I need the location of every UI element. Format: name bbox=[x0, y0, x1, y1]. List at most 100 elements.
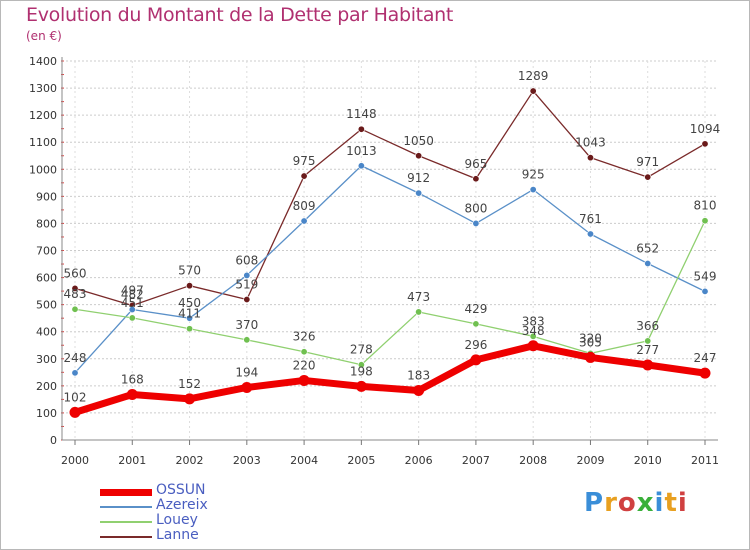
x-tick-label: 2001 bbox=[118, 454, 146, 467]
x-tick-label: 2008 bbox=[519, 454, 547, 467]
logo-letter: x bbox=[636, 488, 655, 518]
x-tick-label: 2004 bbox=[290, 454, 318, 467]
point-lanne bbox=[529, 87, 537, 95]
point-lanne bbox=[644, 173, 652, 181]
point-louey bbox=[71, 305, 79, 313]
y-tick-label: 0 bbox=[50, 434, 57, 447]
point-ossun bbox=[298, 374, 310, 386]
data-label-louey: 320 bbox=[579, 331, 602, 345]
data-labels: 560 497 570 519 975 1148 1050 965 1289 1043 971 109… bbox=[64, 69, 721, 404]
point-ossun bbox=[69, 406, 81, 418]
point-lanne bbox=[701, 140, 709, 148]
y-tick-label: 400 bbox=[36, 326, 57, 339]
point-azereix bbox=[243, 271, 251, 279]
y-tick-label: 900 bbox=[36, 190, 57, 203]
x-tick-label: 2003 bbox=[233, 454, 261, 467]
point-louey bbox=[128, 314, 136, 322]
y-tick-label: 800 bbox=[36, 217, 57, 230]
data-label-azereix: 482 bbox=[121, 288, 144, 302]
point-ossun bbox=[470, 354, 482, 366]
point-azereix bbox=[472, 219, 480, 227]
series-line-azereix bbox=[74, 165, 706, 374]
data-label-azereix: 800 bbox=[464, 201, 487, 215]
point-azereix bbox=[529, 186, 537, 194]
point-louey bbox=[415, 308, 423, 316]
point-louey bbox=[644, 337, 652, 345]
data-label-azereix: 912 bbox=[407, 171, 430, 185]
data-label-louey: 451 bbox=[121, 296, 144, 310]
y-tick-label: 1100 bbox=[29, 136, 57, 149]
point-lanne bbox=[586, 154, 594, 162]
point-ossun bbox=[699, 367, 711, 379]
data-label-ossun: 348 bbox=[522, 324, 545, 338]
y-tick-label: 1300 bbox=[29, 82, 57, 95]
y-tick-label: 500 bbox=[36, 299, 57, 312]
point-lanne bbox=[186, 282, 194, 290]
x-tick-label: 2000 bbox=[61, 454, 89, 467]
legend-swatch bbox=[100, 521, 152, 523]
data-label-azereix: 809 bbox=[293, 199, 316, 213]
legend-swatch bbox=[100, 488, 152, 496]
legend-label: Louey bbox=[156, 512, 198, 528]
data-label-azereix: 761 bbox=[579, 212, 602, 226]
data-label-louey: 366 bbox=[636, 319, 659, 333]
x-tick-label: 2002 bbox=[176, 454, 204, 467]
legend-swatch bbox=[100, 506, 152, 508]
point-ossun bbox=[527, 340, 539, 352]
data-label-azereix: 248 bbox=[64, 351, 87, 365]
point-lanne bbox=[415, 152, 423, 160]
data-label-louey: 278 bbox=[350, 343, 373, 357]
data-label-azereix: 652 bbox=[636, 241, 659, 255]
data-label-lanne: 1148 bbox=[346, 107, 377, 121]
point-ossun bbox=[355, 380, 367, 392]
point-azereix bbox=[415, 189, 423, 197]
data-label-louey: 429 bbox=[464, 302, 487, 316]
point-lanne bbox=[472, 175, 480, 183]
logo-letter: o bbox=[617, 488, 637, 518]
x-tick-label: 2005 bbox=[347, 454, 375, 467]
data-label-lanne: 1289 bbox=[518, 69, 549, 83]
data-label-louey: 810 bbox=[694, 199, 717, 213]
legend-swatch bbox=[100, 536, 152, 538]
data-label-azereix: 1013 bbox=[346, 144, 377, 158]
chart-title: Evolution du Montant de la Dette par Hab… bbox=[26, 4, 454, 26]
point-ossun bbox=[241, 381, 253, 393]
data-label-ossun: 183 bbox=[407, 368, 430, 382]
data-label-ossun: 168 bbox=[121, 373, 144, 387]
point-louey bbox=[300, 348, 308, 356]
x-tick-label: 2010 bbox=[634, 454, 662, 467]
point-azereix bbox=[701, 287, 709, 295]
x-tick-label: 2007 bbox=[462, 454, 490, 467]
chart-subtitle: (en €) bbox=[26, 29, 62, 43]
proxiti-logo: Proxiti bbox=[584, 488, 688, 518]
point-louey bbox=[701, 217, 709, 225]
legend-label: Azereix bbox=[156, 497, 208, 513]
legend-label: OSSUN bbox=[156, 482, 206, 498]
data-label-azereix: 549 bbox=[694, 269, 717, 283]
x-tick-label: 2009 bbox=[576, 454, 604, 467]
data-label-ossun: 220 bbox=[293, 358, 316, 372]
point-lanne bbox=[357, 125, 365, 133]
point-louey bbox=[472, 320, 480, 328]
point-lanne bbox=[71, 284, 79, 292]
point-ossun bbox=[584, 351, 596, 363]
data-label-louey: 326 bbox=[293, 330, 316, 344]
data-label-louey: 483 bbox=[64, 287, 87, 301]
x-tick-label: 2011 bbox=[691, 454, 719, 467]
data-label-lanne: 570 bbox=[178, 264, 201, 278]
data-label-ossun: 194 bbox=[235, 365, 258, 379]
point-ossun bbox=[642, 359, 654, 371]
data-label-lanne: 965 bbox=[464, 157, 487, 171]
y-tick-label: 1000 bbox=[29, 163, 57, 176]
grid-lines bbox=[62, 60, 718, 440]
data-label-lanne: 971 bbox=[636, 155, 659, 169]
data-label-azereix: 450 bbox=[178, 296, 201, 310]
point-azereix bbox=[300, 217, 308, 225]
data-label-ossun: 102 bbox=[64, 390, 87, 404]
point-azereix bbox=[644, 259, 652, 267]
point-azereix bbox=[586, 230, 594, 238]
y-tick-label: 600 bbox=[36, 272, 57, 285]
data-label-lanne: 560 bbox=[64, 266, 87, 280]
